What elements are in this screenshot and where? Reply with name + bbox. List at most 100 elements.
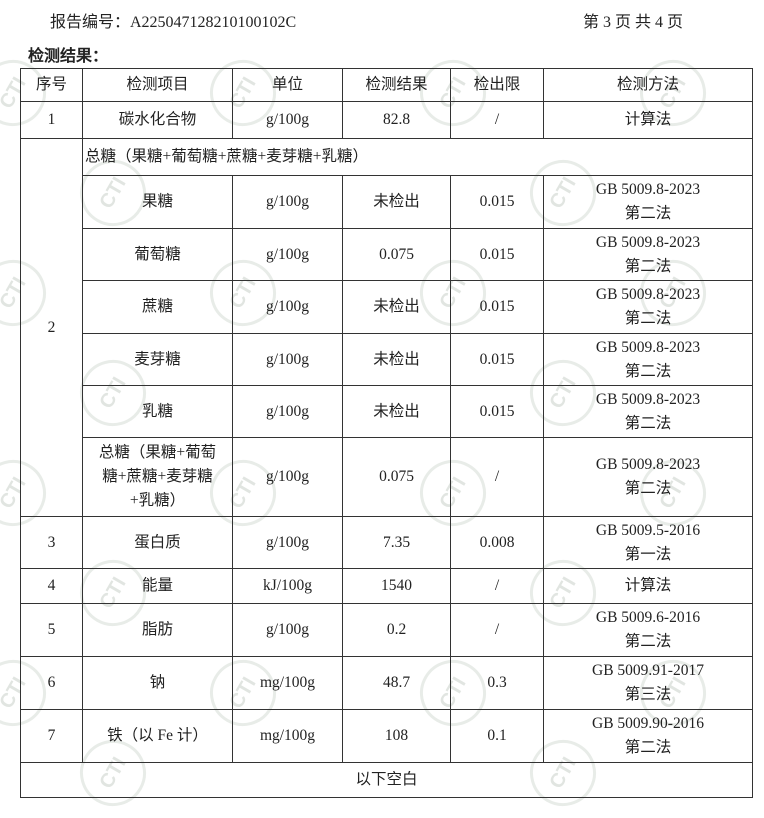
- cell-method: GB 5009.6-2016 第二法: [543, 603, 753, 657]
- method-variant: 第二法: [624, 633, 672, 650]
- table-row: 乳糖 g/100g 未检出 0.015 GB 5009.8-2023 第二法: [21, 385, 753, 438]
- cell-unit: kJ/100g: [232, 568, 343, 604]
- cell-item: 能量: [82, 568, 233, 604]
- cell-unit: g/100g: [232, 280, 343, 334]
- cell-result: 0.075: [342, 228, 451, 281]
- cell-method: GB 5009.8-2023 第二法: [543, 228, 753, 281]
- col-header: 检出限: [450, 68, 544, 102]
- method-standard: GB 5009.8-2023: [595, 456, 701, 473]
- cell-unit: g/100g: [232, 101, 343, 139]
- table-row: 果糖 g/100g 未检出 0.015 GB 5009.8-2023 第二法: [21, 175, 753, 229]
- table-header-row: 序号 检测项目 单位 检测结果 检出限 检测方法: [20, 68, 753, 102]
- table-row: 4 能量 kJ/100g 1540/ 计算法: [20, 568, 753, 604]
- table-row: 蔗糖 g/100g 未检出 0.015 GB 5009.8-2023 第二法: [21, 280, 753, 334]
- cell-unit: g/100g: [232, 516, 343, 569]
- method-standard: 计算法: [624, 577, 672, 594]
- cell-unit: g/100g: [232, 333, 343, 386]
- cell-limit: 0.015: [450, 280, 544, 334]
- cell-item: 脂肪: [82, 603, 233, 657]
- cell-item: 乳糖: [82, 385, 233, 438]
- method-variant: 第二法: [624, 310, 672, 327]
- cell-limit: /: [450, 101, 544, 139]
- cell-method: 计算法: [543, 568, 753, 604]
- method-variant: 第二法: [624, 362, 672, 380]
- method-standard: GB 5009.8-2023: [595, 338, 701, 356]
- cell-result: 82.8: [342, 101, 451, 139]
- cell-result: 未检出: [342, 175, 451, 229]
- cell-limit: /: [450, 568, 544, 604]
- cell-limit: 0.015: [450, 385, 544, 438]
- method-standard: GB 5009.8-2023: [595, 390, 701, 408]
- method-variant: 第二法: [624, 205, 672, 222]
- cell-unit: g/100g: [232, 175, 343, 229]
- cell-item: 葡萄糖: [82, 228, 233, 281]
- table-footer-row: 以下空白: [20, 762, 753, 798]
- col-header: 单位: [232, 68, 343, 102]
- method-standard: GB 5009.8-2023: [595, 181, 701, 198]
- cell-method: GB 5009.5-2016 第一法: [543, 516, 753, 569]
- table-row: 3 蛋白质 g/100g 7.35 0.008 GB 5009.5-2016 第一法: [20, 516, 753, 569]
- cell-result: 1540: [342, 568, 451, 604]
- method-standard: GB 5009.90-2016: [592, 715, 704, 732]
- cell-limit: /: [450, 603, 544, 657]
- cell-result: 108: [342, 709, 451, 763]
- cell-method: GB 5009.91-2017 第三法: [543, 656, 753, 710]
- col-header: 序号: [20, 68, 83, 102]
- table-row: 5 脂肪 g/100g 0.2/ GB 5009.6-2016 第二法: [20, 603, 753, 657]
- cell-method: GB 5009.90-2016 第二法: [543, 709, 753, 763]
- cell-limit: 0.3: [450, 656, 544, 710]
- cell-no: 7: [20, 709, 83, 763]
- method-standard: GB 5009.8-2023: [595, 233, 701, 251]
- cell-item: 铁（以 Fe 计）: [82, 709, 233, 763]
- cell-result: 未检出: [342, 280, 451, 334]
- cell-limit: 0.015: [450, 333, 544, 386]
- cell-item: 蛋白质: [82, 516, 233, 569]
- cell-result: 0.2: [342, 603, 451, 657]
- cell-method: GB 5009.8-2023 第二法: [543, 175, 753, 229]
- cell-limit: 0.015: [450, 228, 544, 281]
- cell-limit: 0.015: [450, 175, 544, 229]
- table-row: 1 碳水化合物 g/100g 82.8 / 计算法: [20, 101, 753, 139]
- cell-unit: g/100g: [232, 385, 343, 438]
- report-number: 报告编号：A225047128210100102C: [50, 14, 297, 31]
- cell-result: 未检出: [342, 385, 451, 438]
- col-header: 检测项目: [82, 68, 233, 102]
- cell-item: 蔗糖: [82, 280, 233, 334]
- page-indicator: 第 3 页 共 4 页: [583, 14, 684, 31]
- table-row-group: 2 总糖（果糖+葡萄糖+蔗糖+麦芽糖+乳糖）: [20, 138, 753, 517]
- method-standard: GB 5009.91-2017: [592, 662, 704, 679]
- cell-item: 麦芽糖: [82, 333, 233, 386]
- cell-no: 2: [20, 138, 83, 517]
- table-row: 7 铁（以 Fe 计） mg/100g 108 0.1 GB 5009.90-2016 第二…: [20, 709, 753, 763]
- method-standard: GB 5009.8-2023: [595, 286, 701, 303]
- results-table: 序号 检测项目 单位 检测结果 检出限 检测方法 1 碳水化合物 g/100g …: [20, 68, 753, 798]
- method-standard: GB 5009.6-2016: [595, 609, 701, 626]
- cell-method: 计算法: [543, 101, 753, 139]
- cell-method: GB 5009.8-2023 第二法: [543, 437, 753, 517]
- col-header: 检测结果: [342, 68, 451, 102]
- method-standard: GB 5009.5-2016: [595, 521, 701, 539]
- method-variant: 第一法: [624, 545, 672, 563]
- cell-item: 碳水化合物: [82, 101, 233, 139]
- table-row: 总糖（果糖+葡萄糖+蔗糖+麦芽糖+乳糖） g/100g 0.075/GB 5009.…: [21, 437, 753, 517]
- cell-no: 3: [20, 516, 83, 569]
- cell-item: 果糖: [82, 175, 233, 229]
- cell-unit: g/100g: [232, 603, 343, 657]
- section-title: 检测结果：: [28, 46, 109, 65]
- cell-unit: mg/100g: [232, 656, 343, 710]
- method-variant: 第二法: [624, 739, 672, 756]
- cell-result: 0.075: [342, 437, 451, 517]
- end-marker: 以下空白: [20, 762, 753, 798]
- method-variant: 第三法: [624, 686, 672, 703]
- cell-no: 1: [20, 101, 83, 139]
- cell-unit: g/100g: [232, 437, 343, 517]
- cell-result: 48.7: [342, 656, 451, 710]
- cell-no: 5: [20, 603, 83, 657]
- col-header: 检测方法: [543, 68, 753, 102]
- cell-method: GB 5009.8-2023 第二法: [543, 280, 753, 334]
- method-variant: 第二法: [624, 480, 672, 497]
- method-variant: 第二法: [624, 414, 672, 432]
- cell-item: 总糖（果糖+葡萄糖+蔗糖+麦芽糖+乳糖）: [82, 437, 233, 517]
- cell-result: 未检出: [342, 333, 451, 386]
- table-row: 6 钠 mg/100g 48.7 0.3 GB 5009.91-2017 第三法: [20, 656, 753, 710]
